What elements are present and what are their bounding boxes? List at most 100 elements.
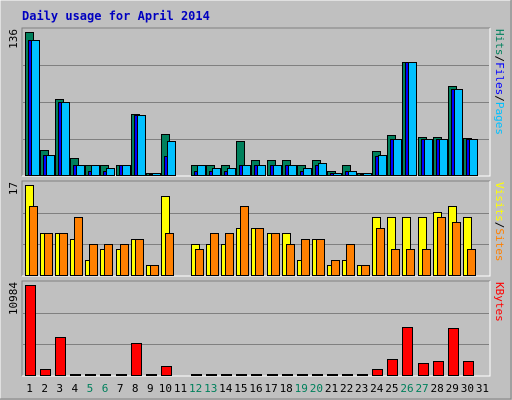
bar-sites-day-30: [467, 249, 476, 276]
x-tick-label: 21: [325, 382, 338, 395]
bar-kbytes-day-10: [161, 366, 172, 376]
bar-sites-day-9: [150, 265, 159, 276]
bar-kbytes-day-21: [327, 374, 338, 376]
x-tick-label: 8: [132, 382, 139, 395]
bar-sites-day-17: [271, 233, 280, 276]
x-tick-label: 11: [174, 382, 187, 395]
bar-kbytes-day-22: [342, 374, 353, 376]
bar-pages-day-9: [152, 173, 161, 176]
x-tick-label: 9: [147, 382, 154, 395]
bar-sites-day-24: [376, 228, 385, 276]
bar-sites-day-4: [74, 217, 83, 276]
legend-sites: Sites: [493, 228, 506, 261]
bar-kbytes-day-9: [146, 374, 157, 376]
x-tick-label: 26: [400, 382, 413, 395]
panel-hits-files-pages: 136 Hits/Files/Pages: [7, 27, 506, 177]
bar-pages-day-19: [303, 168, 312, 176]
x-tick-label: 6: [102, 382, 109, 395]
y-max-label: 10984: [7, 282, 20, 315]
bar-sites-day-7: [120, 244, 129, 276]
bar-kbytes-day-29: [448, 328, 459, 376]
x-tick-label: 17: [264, 382, 277, 395]
bar-sites-day-1: [29, 206, 38, 276]
bar-pages-day-29: [454, 89, 463, 176]
x-axis-labels: 1 2 3 4 5 6 7 8 9 10 11 12 13 14 15 16 17 18 19 20 21 22 23 24 2…: [26, 382, 489, 395]
panel-kbytes: 10984 KBytes: [7, 280, 506, 377]
legend-visits: Visits: [493, 182, 506, 222]
bar-sites-day-10: [165, 233, 174, 276]
chart-title: Daily usage for April 2014: [22, 9, 210, 23]
bar-pages-day-24: [378, 155, 387, 176]
bar-pages-day-27: [424, 139, 433, 176]
bar-pages-day-17: [273, 165, 282, 176]
x-tick-label: 19: [295, 382, 308, 395]
bar-sites-day-5: [89, 244, 98, 276]
bar-kbytes-day-20: [312, 374, 323, 376]
bar-pages-day-22: [348, 171, 357, 176]
bar-sites-day-26: [406, 249, 415, 276]
x-tick-label: 16: [249, 382, 262, 395]
bar-pages-day-10: [167, 141, 176, 176]
bar-pages-day-4: [76, 165, 85, 176]
plot-border-shadow: [21, 27, 490, 176]
x-tick-label: 3: [56, 382, 63, 395]
x-tick-label: 4: [72, 382, 79, 395]
x-tick-label: 2: [41, 382, 48, 395]
bar-sites-day-15: [240, 206, 249, 276]
bar-sites-day-28: [437, 217, 446, 276]
bar-pages-day-30: [469, 139, 478, 176]
x-tick-label: 24: [370, 382, 384, 395]
x-tick-label: 25: [385, 382, 398, 395]
x-tick-label: 13: [204, 382, 217, 395]
plot-border-highlight: [22, 281, 491, 377]
bar-kbytes-day-6: [100, 374, 111, 376]
bars-hits-files-pages: [25, 32, 478, 176]
x-tick-label: 20: [310, 382, 323, 395]
bar-kbytes-day-27: [418, 363, 429, 376]
bar-pages-day-25: [393, 139, 402, 176]
x-tick-label: 22: [340, 382, 353, 395]
bar-pages-day-12: [197, 165, 206, 176]
bar-sites-day-25: [391, 249, 400, 276]
x-tick-label: 15: [234, 382, 247, 395]
bar-pages-day-3: [61, 102, 70, 176]
x-tick-label: 31: [476, 382, 489, 395]
bar-kbytes-day-25: [387, 359, 398, 376]
x-tick-label: 5: [87, 382, 94, 395]
bar-kbytes-day-30: [463, 361, 474, 376]
bar-sites-day-13: [210, 233, 219, 276]
plot-border-highlight: [22, 181, 491, 277]
x-tick-label: 23: [355, 382, 368, 395]
legend-kbytes: KBytes: [493, 282, 506, 322]
x-tick-label: 7: [117, 382, 124, 395]
bar-sites-day-3: [59, 233, 68, 276]
bar-kbytes-day-17: [267, 374, 278, 376]
bar-kbytes-day-19: [297, 374, 308, 376]
bar-kbytes-day-15: [236, 374, 247, 376]
x-tick-label: 10: [159, 382, 172, 395]
x-tick-label: 12: [189, 382, 202, 395]
bar-kbytes-day-3: [55, 337, 66, 376]
bars-visits-sites: [25, 185, 476, 276]
x-tick-label: 29: [446, 382, 459, 395]
y-max-label: 17: [7, 182, 20, 195]
plot-border-shadow: [21, 180, 490, 276]
legend-separator: /: [493, 95, 506, 102]
series-legend: KBytes: [493, 282, 506, 322]
bar-kbytes-day-5: [85, 374, 96, 376]
bar-kbytes-day-18: [282, 374, 293, 376]
bar-sites-day-19: [301, 239, 310, 276]
bar-sites-day-22: [346, 244, 355, 276]
bar-kbytes-day-1: [25, 285, 36, 376]
bar-sites-day-16: [255, 228, 264, 276]
bar-pages-day-28: [439, 139, 448, 176]
bar-sites-day-2: [44, 233, 53, 276]
bar-sites-day-27: [422, 249, 431, 276]
bars-kbytes: [25, 285, 474, 376]
bar-sites-day-29: [452, 222, 461, 276]
bar-kbytes-day-7: [116, 374, 127, 376]
bar-sites-day-21: [331, 260, 340, 276]
series-legend: Visits/Sites: [493, 182, 506, 262]
bar-pages-day-26: [408, 62, 417, 176]
